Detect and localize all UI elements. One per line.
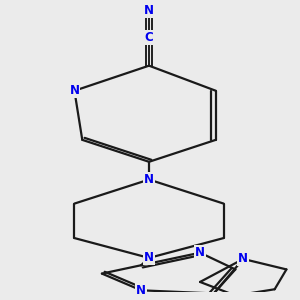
Text: N: N: [144, 173, 154, 186]
Text: C: C: [145, 31, 153, 44]
Text: N: N: [238, 253, 248, 266]
Text: N: N: [195, 246, 205, 259]
Text: N: N: [144, 4, 154, 17]
Text: N: N: [136, 284, 146, 297]
Text: N: N: [69, 84, 80, 97]
Text: N: N: [144, 251, 154, 264]
